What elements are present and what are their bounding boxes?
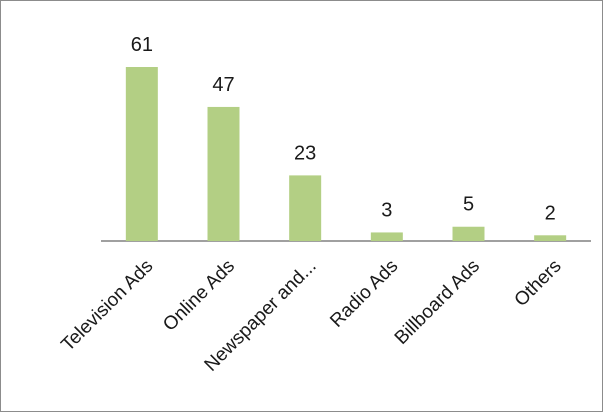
data-label-4: 5 [463, 194, 474, 216]
data-label-3: 3 [381, 199, 392, 221]
data-label-5: 2 [545, 202, 556, 224]
bar-0 [125, 67, 158, 241]
x-tick-label-4: Billboard Ads [391, 256, 484, 349]
x-tick-label-0: Television Ads [57, 256, 157, 356]
x-tick-label-5: Others [511, 256, 566, 311]
bar-2 [289, 175, 322, 241]
bar-4 [452, 226, 485, 241]
bar-3 [370, 232, 403, 241]
bar-5 [534, 235, 567, 241]
x-tick-label-1: Online Ads [159, 256, 239, 336]
data-label-2: 23 [294, 142, 316, 164]
data-label-1: 47 [212, 74, 234, 96]
bar-1 [207, 106, 240, 242]
x-tick-label-3: Radio Ads [326, 256, 402, 332]
data-label-0: 61 [131, 34, 153, 56]
